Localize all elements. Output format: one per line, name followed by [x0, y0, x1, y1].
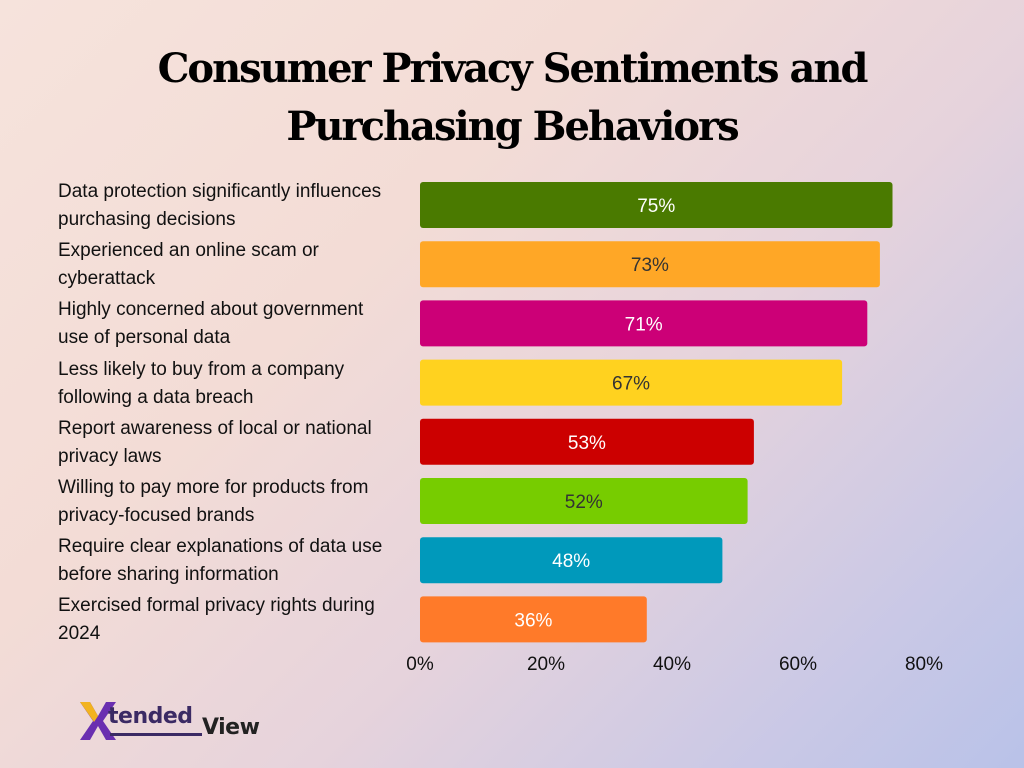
category-label-line: Exercised formal privacy rights during [58, 595, 375, 617]
category-label-line: privacy laws [58, 445, 162, 467]
category-label-line: use of personal data [58, 327, 231, 349]
x-tick-label: 20% [527, 654, 565, 675]
category-label-line: Experienced an online scam or [58, 240, 319, 262]
category-label: Willing to pay more for products from pri… [58, 474, 408, 530]
category-label: Less likely to buy from a company followi… [58, 356, 408, 412]
category-label-line: cyberattack [58, 268, 156, 290]
logo-underline [110, 733, 202, 736]
category-label-line: Less likely to buy from a company [58, 358, 345, 380]
bar-value-label: 52% [565, 492, 603, 513]
bar-value-label: 48% [552, 551, 590, 572]
bar [420, 418, 754, 465]
category-label-line: following a data breach [58, 386, 254, 408]
category-label-line: Highly concerned about government [58, 299, 364, 321]
x-tick-label: 80% [905, 654, 943, 675]
x-logo-icon [80, 702, 116, 740]
bar [420, 537, 723, 584]
category-label: Report awareness of local or national pri… [58, 415, 408, 471]
chart-title: Consumer Privacy Sentiments and Purchasi… [157, 45, 869, 150]
bar-value-label: 73% [631, 255, 669, 276]
bar-value-label: 36% [514, 610, 552, 631]
category-label-line: 2024 [58, 623, 101, 645]
bar [420, 241, 880, 288]
category-label: Experienced an online scam or cyberattack [58, 237, 408, 293]
category-label-line: Willing to pay more for products from [58, 477, 369, 498]
x-tick-label: 0% [406, 654, 434, 675]
x-tick-label: 60% [779, 654, 817, 675]
x-tick-label: 40% [653, 654, 691, 675]
category-label-line: Report awareness of local or national [58, 417, 372, 439]
category-label-line: purchasing decisions [58, 209, 236, 230]
category-label: Highly concerned about government use of … [58, 296, 408, 352]
bar [420, 359, 843, 406]
bar-value-label: 71% [625, 314, 663, 335]
logo-word-view: View [202, 715, 260, 740]
category-label: Exercised formal privacy rights during 20… [58, 592, 408, 648]
bar [420, 596, 647, 643]
bar [420, 182, 893, 228]
logo-word-tended: tended [108, 704, 193, 729]
bar-value-label: 75% [637, 196, 675, 217]
bar-value-label: 67% [612, 374, 650, 395]
category-label-line: before sharing information [58, 564, 279, 586]
category-label: Require clear explanations of data use be… [58, 533, 408, 589]
xtendedview-logo: tended View [78, 700, 278, 744]
category-label-line: Data protection significantly influences [58, 181, 382, 202]
bar [420, 478, 748, 524]
bar [420, 300, 868, 347]
category-label: Data protection significantly influences… [58, 178, 408, 234]
category-label-line: privacy-focused brands [58, 505, 255, 526]
bar-value-label: 53% [568, 433, 606, 454]
category-label-line: Require clear explanations of data use [58, 536, 383, 558]
